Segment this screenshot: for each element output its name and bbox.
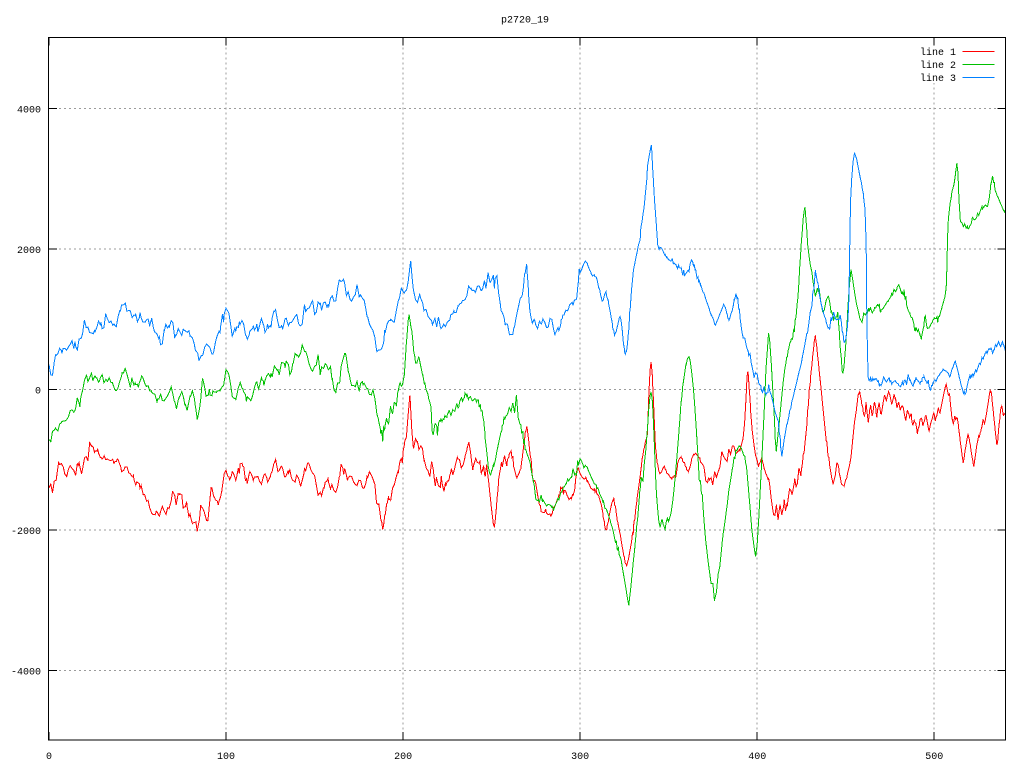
svg-text:100: 100 [217, 752, 235, 763]
svg-text:p2720_19: p2720_19 [501, 16, 549, 27]
svg-text:200: 200 [394, 752, 412, 763]
svg-text:4000: 4000 [17, 106, 41, 117]
svg-text:line 1: line 1 [920, 47, 956, 59]
svg-text:500: 500 [925, 752, 943, 763]
svg-text:-4000: -4000 [11, 668, 41, 679]
svg-text:line 3: line 3 [920, 73, 956, 85]
svg-text:-2000: -2000 [11, 527, 41, 538]
svg-text:400: 400 [748, 752, 766, 763]
svg-text:line 2: line 2 [920, 60, 956, 72]
svg-text:2000: 2000 [17, 246, 41, 257]
svg-text:0: 0 [35, 387, 41, 398]
svg-text:300: 300 [571, 752, 589, 763]
svg-text:0: 0 [46, 752, 52, 763]
